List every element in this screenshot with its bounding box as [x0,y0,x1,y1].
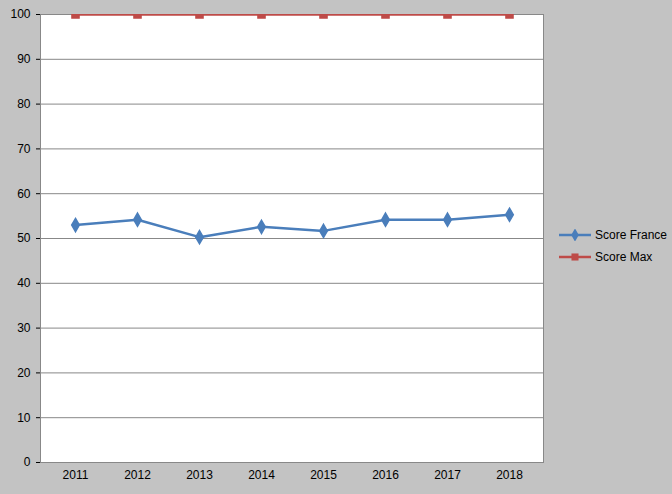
svg-text:2012: 2012 [124,468,151,482]
svg-text:2018: 2018 [496,468,523,482]
svg-text:10: 10 [17,411,31,425]
html-text:Score France: Score France [595,228,667,242]
svg-text:2013: 2013 [186,468,213,482]
svg-text:60: 60 [17,187,31,201]
svg-text:80: 80 [17,97,31,111]
svg-text:0: 0 [24,455,31,469]
svg-text:100: 100 [10,7,30,21]
svg-text:2016: 2016 [372,468,399,482]
svg-text:90: 90 [17,52,31,66]
svg-text:70: 70 [17,142,31,156]
svg-text:40: 40 [17,276,31,290]
svg-text:20: 20 [17,366,31,380]
svg-text:2017: 2017 [434,468,461,482]
html-text:Score Max: Score Max [595,250,653,264]
svg-text:50: 50 [17,231,31,245]
svg-text:2011: 2011 [63,468,89,482]
svg-text:2015: 2015 [310,468,337,482]
svg-text:2014: 2014 [248,468,275,482]
svg-text:30: 30 [17,321,31,335]
